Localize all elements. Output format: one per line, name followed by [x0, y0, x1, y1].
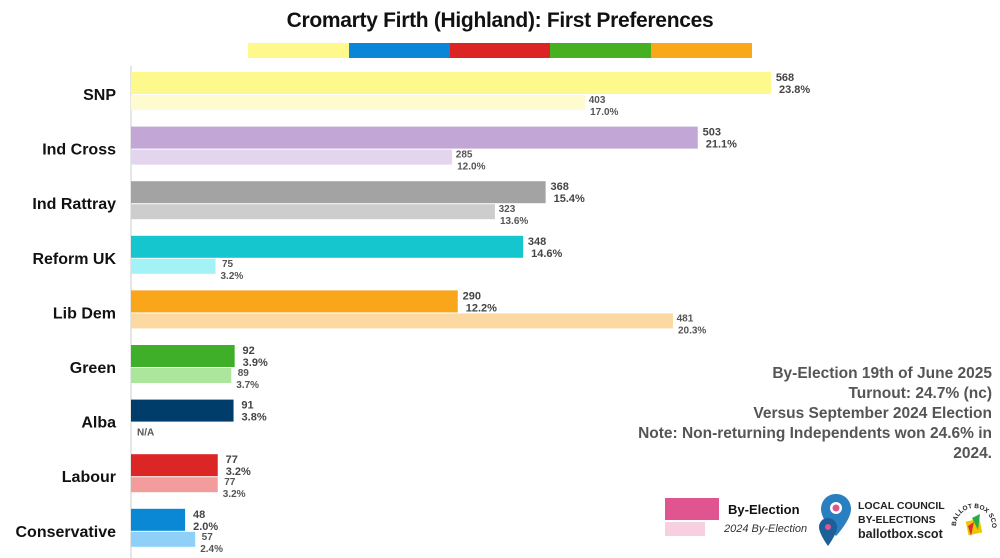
value-current-snp: 568: [776, 72, 794, 84]
value-previous-snp: 403: [589, 95, 606, 106]
bar-previous-labour: [131, 477, 218, 493]
bar-current-labour: [131, 454, 218, 477]
party-label-conservative: Conservative: [16, 524, 117, 541]
percent-current-reform-uk: 14.6%: [531, 248, 562, 260]
bar-current-lib-dem: [131, 290, 458, 313]
party-label-green: Green: [70, 360, 116, 377]
ballot-box-logo: BALLOT BOX SCOTLAND: [950, 492, 997, 536]
percent-previous-green: 3.7%: [236, 380, 259, 391]
bar-current-green: [131, 345, 235, 367]
value-current-ind-cross: 503: [703, 127, 721, 139]
strip-segment-orange: [651, 43, 752, 58]
party-label-lib-dem: Lib Dem: [53, 305, 116, 322]
percent-current-green: 3.9%: [243, 357, 268, 369]
bar-previous-reform-uk: [131, 258, 216, 274]
party-colour-strip: [248, 43, 752, 58]
bar-previous-lib-dem: [131, 313, 673, 329]
bar-current-ind-rattray: [131, 181, 546, 204]
brand-line-local-council: LOCAL COUNCIL: [858, 500, 945, 512]
percent-previous-lib-dem: 20.3%: [678, 325, 706, 336]
value-current-conservative: 48: [193, 509, 205, 521]
value-current-lib-dem: 290: [463, 290, 481, 302]
legend-label-current: By-Election: [728, 502, 800, 517]
percent-current-ind-cross: 21.1%: [706, 139, 737, 151]
party-label-labour: Labour: [62, 469, 116, 486]
percent-previous-snp: 17.0%: [590, 107, 618, 118]
bar-previous-green: [131, 368, 232, 383]
value-previous-conservative: 57: [202, 532, 214, 543]
legend-label-previous: 2024 By-Election: [724, 523, 808, 535]
bar-previous-ind-rattray: [131, 204, 495, 220]
note-comparison: Versus September 2024 Election: [753, 405, 992, 422]
percent-previous-reform-uk: 3.2%: [221, 271, 244, 282]
percent-previous-conservative: 2.4%: [200, 544, 223, 555]
map-pin-icon: [819, 494, 851, 546]
party-label-ind-cross: Ind Cross: [42, 142, 116, 159]
percent-previous-ind-rattray: 13.6%: [500, 216, 528, 227]
value-current-alba: 91: [241, 400, 253, 412]
percent-current-snp: 23.8%: [779, 84, 810, 96]
branding-text: LOCAL COUNCIL BY-ELECTIONS ballotbox.sco…: [858, 499, 945, 541]
bar-current-ind-cross: [131, 126, 698, 149]
percent-current-labour: 3.2%: [226, 466, 251, 478]
value-previous-reform-uk: 75: [222, 259, 234, 270]
bar-previous-ind-cross: [131, 149, 453, 165]
party-label-ind-rattray: Ind Rattray: [32, 196, 116, 213]
party-label-reform-uk: Reform UK: [32, 251, 116, 268]
chart-legend: By-Election 2024 By-Election: [665, 498, 815, 540]
value-previous-lib-dem: 481: [677, 313, 694, 324]
value-current-ind-rattray: 368: [550, 181, 568, 193]
percent-current-ind-rattray: 15.4%: [554, 193, 585, 205]
note-date: By-Election 19th of June 2025: [772, 365, 992, 382]
election-notes: By-Election 19th of June 2025 Turnout: 2…: [602, 364, 992, 464]
percent-current-conservative: 2.0%: [193, 521, 218, 533]
value-previous-ind-cross: 285: [456, 150, 473, 161]
strip-segment-red: [449, 43, 551, 58]
strip-segment-green: [550, 43, 652, 58]
strip-segment-blue: [348, 43, 450, 58]
strip-segment-yellow: [248, 43, 349, 58]
percent-current-alba: 3.8%: [242, 412, 267, 424]
legend-swatch-current: [665, 498, 719, 520]
percent-previous-ind-cross: 12.0%: [457, 162, 485, 173]
bar-previous-conservative: [131, 531, 196, 547]
bar-previous-snp: [131, 95, 586, 110]
note-independents: Note: Non-returning Independents won 24.…: [638, 425, 992, 462]
bar-current-alba: [131, 399, 234, 422]
party-label-alba: Alba: [81, 415, 116, 432]
bar-current-conservative: [131, 508, 186, 531]
branding: LOCAL COUNCIL BY-ELECTIONS ballotbox.sco…: [818, 492, 998, 554]
chart-title: Cromarty Firth (Highland): First Prefere…: [286, 9, 714, 32]
brand-line-website: ballotbox.scot: [858, 527, 943, 541]
value-previous-na-alba: N/A: [137, 428, 154, 439]
value-previous-green: 89: [238, 368, 250, 379]
note-turnout: Turnout: 24.7% (nc): [848, 385, 992, 402]
value-current-reform-uk: 348: [528, 236, 546, 248]
bar-current-snp: [131, 72, 771, 94]
value-current-green: 92: [243, 345, 255, 357]
percent-current-lib-dem: 12.2%: [466, 302, 497, 314]
value-current-labour: 77: [226, 454, 238, 466]
value-previous-labour: 77: [224, 477, 236, 488]
percent-previous-labour: 3.2%: [223, 489, 246, 500]
party-label-snp: SNP: [83, 87, 116, 104]
legend-swatch-previous: [665, 522, 705, 536]
brand-line-by-elections: BY-ELECTIONS: [858, 514, 936, 526]
bar-current-reform-uk: [131, 235, 524, 258]
value-previous-ind-rattray: 323: [499, 204, 516, 215]
